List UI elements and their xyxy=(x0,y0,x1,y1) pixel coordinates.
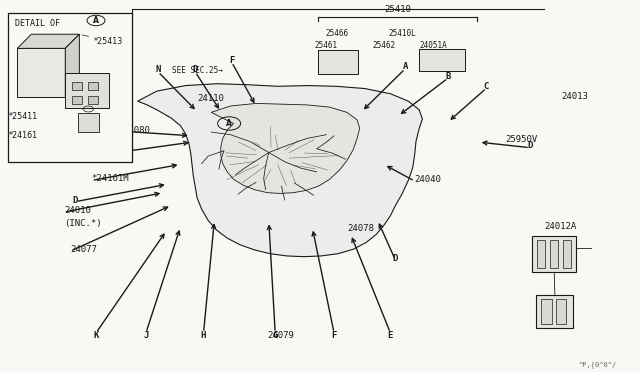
Text: (INC.*): (INC.*) xyxy=(64,219,102,228)
Text: *24161M: *24161M xyxy=(92,174,129,183)
Polygon shape xyxy=(211,103,360,193)
Text: G: G xyxy=(273,331,278,340)
Text: F: F xyxy=(332,331,337,340)
Bar xyxy=(72,96,82,104)
Text: SEE SEC.25→: SEE SEC.25→ xyxy=(172,65,222,74)
Text: M: M xyxy=(115,146,120,155)
Text: F: F xyxy=(229,56,234,65)
Text: 25950V: 25950V xyxy=(506,135,538,144)
Text: 24040: 24040 xyxy=(415,175,442,184)
Bar xyxy=(8,13,132,162)
Bar xyxy=(65,73,109,108)
Bar xyxy=(419,49,465,71)
Text: J: J xyxy=(143,331,148,340)
Text: D: D xyxy=(193,65,198,74)
Text: D: D xyxy=(73,196,78,205)
Text: 24110: 24110 xyxy=(197,94,224,103)
Text: 24077: 24077 xyxy=(70,245,97,254)
Text: 25461: 25461 xyxy=(314,41,337,50)
Text: H: H xyxy=(201,331,206,340)
Text: A: A xyxy=(403,62,408,71)
Text: *25413: *25413 xyxy=(82,35,124,45)
Text: *24161: *24161 xyxy=(9,131,38,140)
Bar xyxy=(532,236,576,272)
Bar xyxy=(541,299,552,324)
Text: E: E xyxy=(388,331,393,340)
Text: 24078: 24078 xyxy=(347,224,374,233)
Text: 24079: 24079 xyxy=(268,331,294,340)
Bar xyxy=(88,96,98,104)
Text: N: N xyxy=(156,65,161,74)
Text: 24051A: 24051A xyxy=(419,41,447,50)
Text: *25411: *25411 xyxy=(9,112,38,121)
Text: 24012A: 24012A xyxy=(544,222,576,231)
Text: 24010: 24010 xyxy=(64,206,91,215)
Bar xyxy=(537,240,545,268)
Text: 25466: 25466 xyxy=(326,29,349,38)
Text: A: A xyxy=(93,16,99,25)
Text: 25410: 25410 xyxy=(384,5,411,14)
Bar xyxy=(563,240,571,268)
Polygon shape xyxy=(65,34,79,97)
Text: 24200E: 24200E xyxy=(538,295,570,304)
Polygon shape xyxy=(17,34,79,48)
Text: B: B xyxy=(445,72,451,81)
Text: D: D xyxy=(527,141,532,150)
Bar xyxy=(78,113,99,132)
Bar xyxy=(88,82,98,90)
Text: DETAIL OF: DETAIL OF xyxy=(15,19,60,28)
Bar xyxy=(318,50,358,74)
Text: ^P,{0^0^/: ^P,{0^0^/ xyxy=(579,362,618,368)
Text: 24013: 24013 xyxy=(561,92,588,101)
Text: C: C xyxy=(484,82,489,91)
Text: 24080: 24080 xyxy=(124,126,150,135)
Text: 25462: 25462 xyxy=(372,41,396,50)
Polygon shape xyxy=(138,84,422,257)
Bar xyxy=(556,299,566,324)
Bar xyxy=(536,295,573,328)
Text: D: D xyxy=(393,254,398,263)
Text: 25410L: 25410L xyxy=(388,29,416,38)
Text: K: K xyxy=(93,331,99,340)
Bar xyxy=(550,240,558,268)
Text: M: M xyxy=(105,124,110,133)
Text: A: A xyxy=(226,119,232,128)
Bar xyxy=(72,82,82,90)
Bar xyxy=(17,48,65,97)
